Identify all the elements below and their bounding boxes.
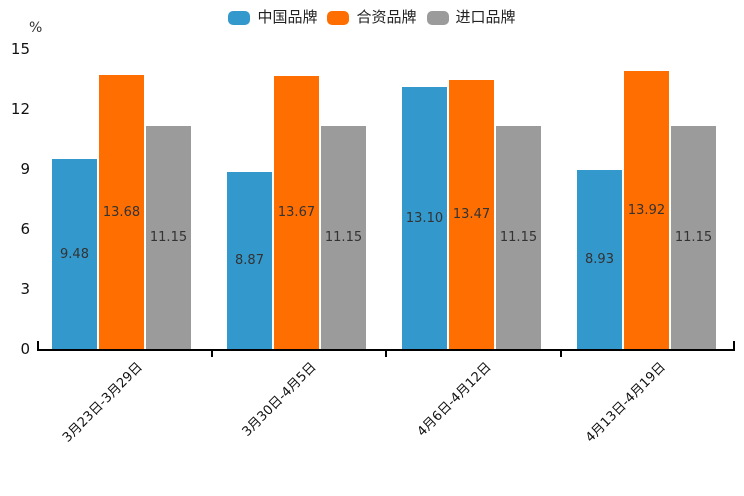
legend-marker-icon xyxy=(228,10,251,25)
bar-value-label: 13.10 xyxy=(405,210,444,226)
bar-series-1-cat-0: 13.68 xyxy=(99,75,144,349)
bar-value-label: 13.92 xyxy=(627,202,666,218)
legend-item-label: 进口品牌 xyxy=(455,8,516,26)
x-axis-line xyxy=(37,349,735,351)
bar-series-0-cat-3: 8.93 xyxy=(577,170,622,349)
bar-series-2-cat-1: 11.15 xyxy=(321,126,366,349)
legend-item-series-1[interactable]: 合资品牌 xyxy=(327,8,417,26)
bar-value-label: 11.15 xyxy=(499,230,538,245)
bar-value-label: 13.67 xyxy=(277,205,316,220)
legend: 中国品牌 合资品牌 进口品牌 xyxy=(0,10,744,25)
y-axis-tick-label: 3 xyxy=(20,280,30,298)
bar-series-1-cat-3: 13.92 xyxy=(624,71,669,349)
bar-value-label: 8.87 xyxy=(235,253,264,268)
bar-value-label: 13.68 xyxy=(102,204,141,220)
bar-value-label: 13.47 xyxy=(452,207,491,222)
bar-series-2-cat-2: 11.15 xyxy=(496,126,541,349)
bar-series-1-cat-1: 13.67 xyxy=(274,76,319,349)
bar-value-label: 9.48 xyxy=(60,246,89,262)
x-axis-end-tick xyxy=(733,341,735,349)
legend-marker-icon xyxy=(327,10,350,25)
bar-value-label: 8.93 xyxy=(585,252,614,267)
legend-marker-icon xyxy=(426,10,449,25)
legend-item-series-0[interactable]: 中国品牌 xyxy=(228,10,317,25)
bar-series-0-cat-2: 13.10 xyxy=(402,87,447,349)
y-axis-tick-label: 12 xyxy=(10,100,30,118)
x-axis-end-tick xyxy=(37,341,39,349)
bar-series-0-cat-1: 8.87 xyxy=(227,172,272,349)
legend-item-series-2[interactable]: 进口品牌 xyxy=(426,8,516,26)
y-axis-tick-label: 0 xyxy=(20,340,30,358)
x-axis-category-label: 3月30日-4月5日 xyxy=(239,359,320,440)
y-axis-tick-label: 6 xyxy=(20,220,30,238)
y-axis-unit-label: % xyxy=(29,20,43,36)
x-axis-tick xyxy=(559,351,562,357)
x-axis-category-label: 3月23日-3月29日 xyxy=(59,359,146,446)
bar-series-0-cat-0: 9.48 xyxy=(52,159,97,349)
bar-series-2-cat-3: 11.15 xyxy=(671,126,716,349)
bar-series-1-cat-2: 13.47 xyxy=(449,80,494,349)
x-axis-tick xyxy=(210,351,213,357)
bar-value-label: 11.15 xyxy=(149,230,188,245)
legend-item-label: 合资品牌 xyxy=(356,8,417,26)
x-axis-category-label: 4月13日-4月19日 xyxy=(583,359,669,446)
y-axis-tick-label: 9 xyxy=(20,160,30,178)
x-axis-tick xyxy=(385,351,387,357)
bar-value-label: 11.15 xyxy=(674,230,713,245)
legend-item-label: 中国品牌 xyxy=(257,8,318,26)
bar-value-label: 11.15 xyxy=(324,230,363,245)
x-axis-category-label: 4月6日-4月12日 xyxy=(414,359,495,440)
bar-series-2-cat-0: 11.15 xyxy=(146,126,191,349)
y-axis-tick-label: 15 xyxy=(10,40,30,58)
